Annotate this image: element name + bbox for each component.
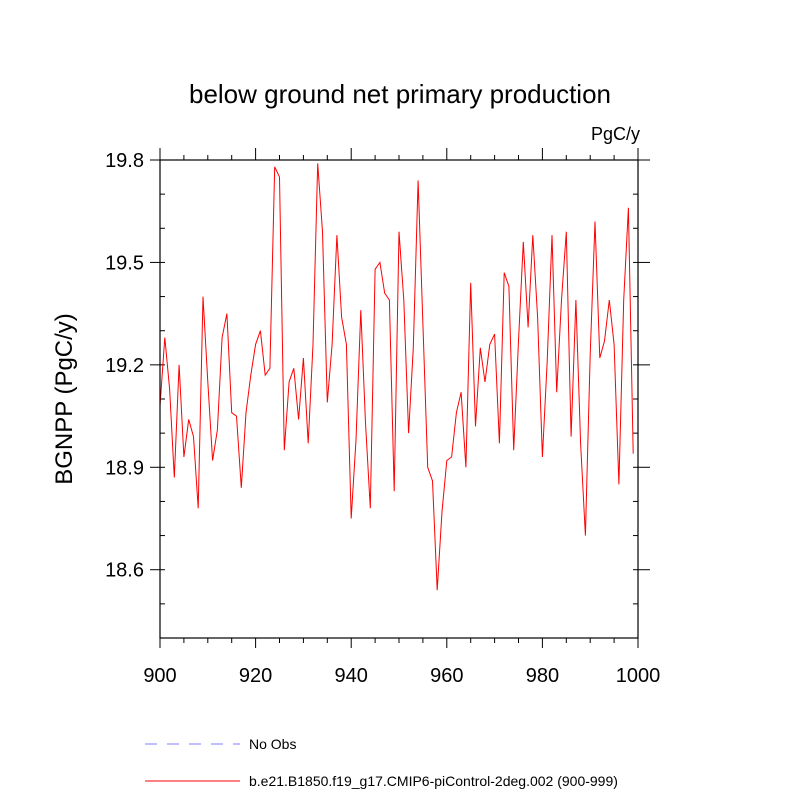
y-tick-label: 18.9 [105, 457, 144, 479]
y-tick-label: 19.8 [105, 150, 144, 172]
series-line [159, 163, 634, 591]
x-tick-label: 920 [239, 665, 272, 687]
y-tick-label: 18.6 [105, 560, 144, 582]
y-tick-label: 19.2 [105, 355, 144, 377]
legend-label-no-obs: No Obs [249, 736, 296, 752]
legend-label-model: b.e21.B1850.f19_g17.CMIP6-piControl-2deg… [249, 773, 618, 789]
y-tick-label: 19.5 [105, 252, 144, 274]
x-tick-label: 940 [335, 665, 368, 687]
plot-frame [159, 159, 639, 639]
x-tick-label: 960 [430, 665, 463, 687]
units-label: PgC/y [591, 124, 640, 144]
y-axis-label: BGNPP (PgC/y) [51, 313, 78, 485]
x-tick-label: 900 [143, 665, 176, 687]
x-tick-label: 1000 [616, 665, 661, 687]
chart-title: below ground net primary production [189, 79, 611, 109]
x-tick-label: 980 [526, 665, 559, 687]
